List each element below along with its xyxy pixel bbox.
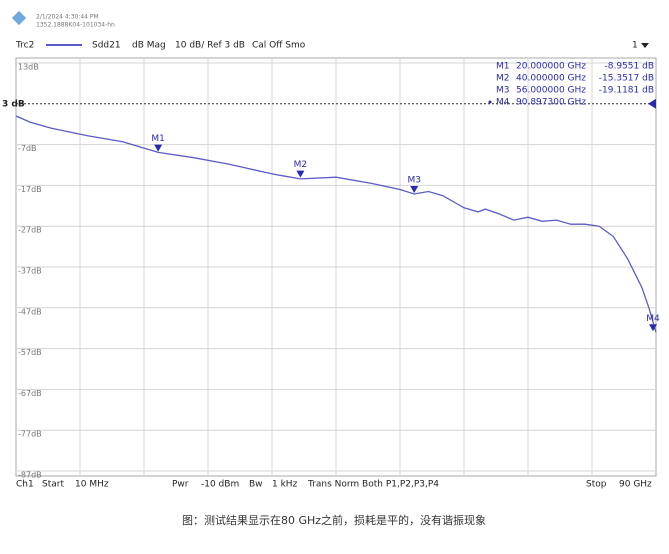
caption: 图：测试结果显示在80 GHz之前，损耗是平的，没有谐振现象 xyxy=(182,513,486,527)
grid xyxy=(16,58,656,476)
stop-label: Stop xyxy=(586,480,607,490)
device-id: 1352.1888K04-101034-hn xyxy=(36,22,115,29)
marker-triangle xyxy=(410,186,419,194)
channel: Ch1 xyxy=(16,480,34,490)
bandwidth-value: 1 kHz xyxy=(272,480,298,490)
calibration: Cal Off Smo xyxy=(252,41,306,51)
trace-line xyxy=(15,115,657,333)
marker-label: M4 xyxy=(646,314,660,324)
y-tick-label: -7dB xyxy=(18,144,37,153)
marker-triangle xyxy=(296,170,305,178)
power-value: -10 dBm xyxy=(201,480,239,490)
marker-table-x: 40.000000 GHz xyxy=(516,74,586,84)
stop-value: 90 GHz xyxy=(619,480,652,490)
y-tick-label: -17dB xyxy=(18,185,42,194)
y-tick-label: -87dB xyxy=(18,471,42,480)
marker-table-x: 20.000000 GHz xyxy=(516,62,586,72)
y-tick-label: -57dB xyxy=(18,348,42,357)
timestamp: 2/1/2024 4:30:44 PM xyxy=(36,14,99,21)
start-label: Start xyxy=(42,480,64,490)
start-value: 10 MHz xyxy=(75,480,109,490)
marker-table-y: -15.3517 dB xyxy=(599,74,654,84)
marker-table-name: M3 xyxy=(496,86,510,96)
format: dB Mag xyxy=(132,41,166,51)
marker-label: M3 xyxy=(407,176,421,186)
legend-label: Trc2 xyxy=(15,41,34,51)
y-tick-label: -47dB xyxy=(18,307,42,316)
y-tick-label: 13dB xyxy=(18,63,39,72)
marker-label: M2 xyxy=(294,160,308,170)
marker-triangle xyxy=(649,324,657,332)
parameter: Sdd21 xyxy=(92,41,121,51)
marker-table-x: 56.000000 GHz xyxy=(516,86,586,96)
dropdown-arrow[interactable] xyxy=(641,43,649,48)
marker-bullet xyxy=(488,100,492,104)
bandwidth-label: Bw xyxy=(249,480,263,490)
y-tick-label: -77dB xyxy=(18,430,42,439)
scale: 10 dB/ Ref 3 dB xyxy=(175,41,245,51)
marker-table-name: M2 xyxy=(496,74,510,84)
y-tick-label: -67dB xyxy=(18,389,42,398)
y-tick-label: -37dB xyxy=(18,267,42,276)
marker-table-name: M4 xyxy=(496,98,510,108)
reference-arrow xyxy=(648,98,656,109)
mode: Trans Norm Both P1,P2,P3,P4 xyxy=(307,480,439,490)
marker-table-x: 90.897300 GHz xyxy=(516,98,586,108)
marker-table-name: M1 xyxy=(496,62,510,72)
marker-label: M1 xyxy=(151,134,165,144)
logo xyxy=(11,10,27,26)
reference-label: 3 dB xyxy=(2,99,25,109)
marker-triangle xyxy=(154,144,163,152)
channel-select[interactable]: 1 xyxy=(632,41,638,51)
marker-table-y: -19.1181 dB xyxy=(599,86,654,96)
y-tick-label: -27dB xyxy=(18,226,42,235)
marker-table-y: -8.9551 dB xyxy=(605,62,655,72)
power-label: Pwr xyxy=(172,480,189,490)
